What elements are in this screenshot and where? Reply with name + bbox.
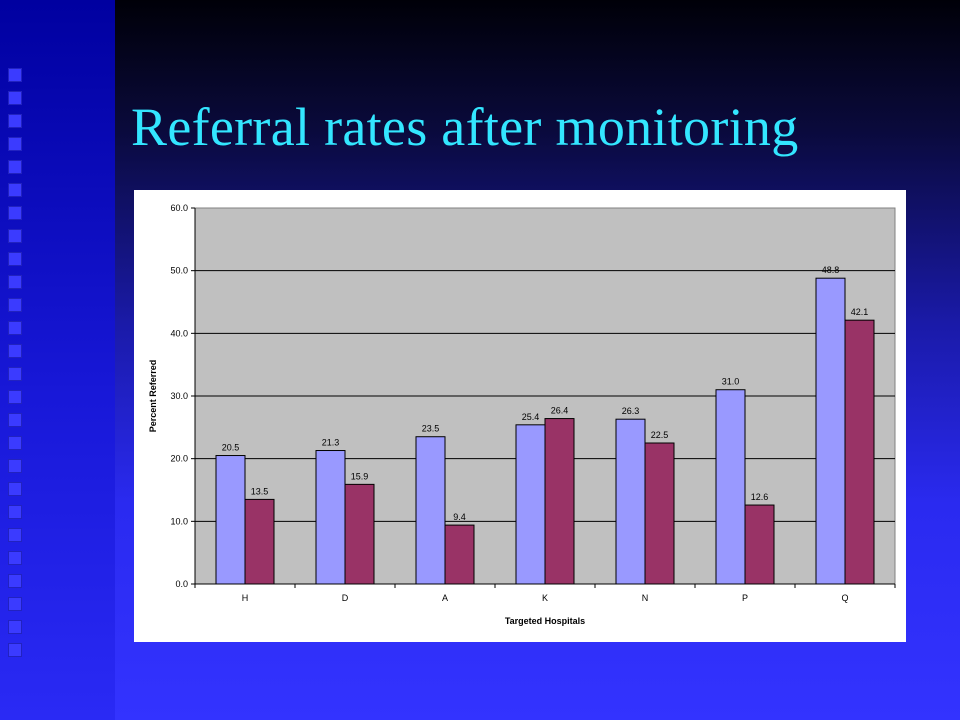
decorative-square [8,597,22,611]
x-tick-label: Q [841,593,848,603]
data-labels: 20.5 13.5 21.3 15.9 23.5 9.4 25.4 26.4 26.3 22.5 3… [222,265,869,522]
bar [715,389,746,585]
decorative-side-band [0,0,115,720]
decorative-square [8,321,22,335]
decorative-square [8,643,22,657]
decorative-square [8,367,22,381]
bar-value-label: 12.6 [751,492,769,502]
chart-container: 20.5 13.5 21.3 15.9 23.5 9.4 25.4 26.4 26.3 22.5 3… [134,190,906,642]
decorative-square-column [8,68,26,666]
decorative-square [8,183,22,197]
decorative-square [8,413,22,427]
y-tick-label: 30.0 [170,391,188,401]
bar-group [215,277,875,585]
decorative-square [8,390,22,404]
bar-value-label: 22.5 [651,430,669,440]
bar-value-label: 15.9 [351,471,369,481]
x-axis-title: Targeted Hospitals [505,616,585,626]
decorative-square [8,68,22,82]
bar-value-label: 42.1 [851,307,869,317]
y-tick-label: 60.0 [170,203,188,213]
decorative-square [8,160,22,174]
bar [515,424,546,585]
bar [744,504,775,585]
bar [215,455,246,585]
bar [615,418,646,585]
decorative-square [8,229,22,243]
bar [344,483,375,585]
decorative-square [8,114,22,128]
decorative-square [8,298,22,312]
decorative-square [8,551,22,565]
bar-value-label: 48.8 [822,265,840,275]
decorative-square [8,91,22,105]
bar [315,450,346,585]
bar-value-label: 31.0 [722,377,740,387]
y-tick-label: 0.0 [175,579,188,589]
decorative-square [8,344,22,358]
decorative-square [8,436,22,450]
decorative-square [8,459,22,473]
y-tick-label: 50.0 [170,266,188,276]
bar [844,319,875,585]
y-axis-ticks: 0.0 10.0 20.0 30.0 40.0 50.0 60.0 [170,203,195,589]
bar [244,498,275,585]
x-tick-label: D [342,593,349,603]
x-tick-label: K [542,593,548,603]
bar-value-label: 25.4 [522,412,540,422]
x-tick-label: A [442,593,448,603]
bar-chart: 20.5 13.5 21.3 15.9 23.5 9.4 25.4 26.4 26.3 22.5 3… [148,203,896,626]
decorative-square [8,252,22,266]
decorative-square [8,620,22,634]
bar-value-label: 26.3 [622,406,640,416]
y-tick-label: 20.0 [170,454,188,464]
y-axis-title: Percent Referred [148,360,158,433]
decorative-square [8,574,22,588]
y-tick-label: 10.0 [170,516,188,526]
bar [815,277,846,585]
x-tick-label: P [742,593,748,603]
bar [544,418,575,585]
bar [644,442,675,585]
bar [415,436,446,585]
bar-value-label: 20.5 [222,443,240,453]
bar-value-label: 9.4 [453,512,466,522]
decorative-square [8,137,22,151]
decorative-square [8,275,22,289]
decorative-square [8,482,22,496]
decorative-square [8,505,22,519]
decorative-square [8,206,22,220]
bar [444,524,475,585]
bar-value-label: 21.3 [322,438,340,448]
bar-value-label: 13.5 [251,486,269,496]
x-tick-label: N [642,593,649,603]
decorative-square [8,528,22,542]
bar-value-label: 26.4 [551,406,569,416]
y-tick-label: 40.0 [170,328,188,338]
slide-title: Referral rates after monitoring [131,97,799,157]
bar-value-label: 23.5 [422,424,440,434]
x-tick-label: H [242,593,249,603]
